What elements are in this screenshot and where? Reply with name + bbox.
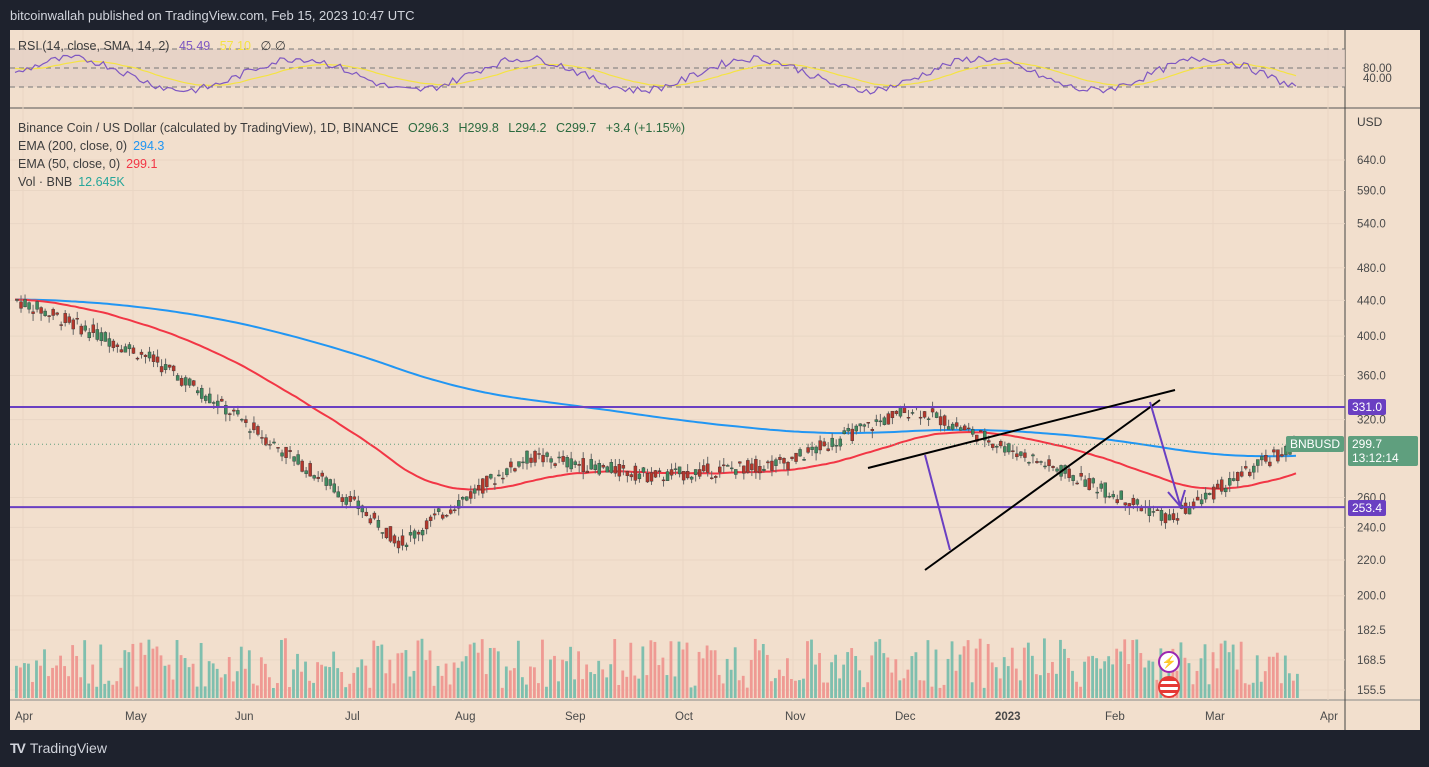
svg-text:400.0: 400.0 [1357, 331, 1386, 343]
ema200-line: EMA (200, close, 0) 294.3 [18, 137, 691, 155]
svg-text:Sep: Sep [565, 711, 585, 723]
ema50-value: 299.1 [126, 157, 158, 171]
last-price: 299.7 [1352, 437, 1383, 451]
svg-text:Apr: Apr [15, 711, 33, 723]
rsi-extra: ∅ ∅ [260, 39, 286, 53]
svg-text:182.5: 182.5 [1357, 625, 1386, 637]
tradingview-logo-icon: TV [10, 740, 26, 756]
svg-text:80.00: 80.00 [1363, 63, 1392, 75]
svg-text:480.0: 480.0 [1357, 263, 1386, 275]
ohlc-change: +3.4 (+1.15%) [605, 121, 686, 135]
svg-text:2023: 2023 [995, 711, 1021, 723]
ema50-label: EMA (50, close, 0) [18, 157, 121, 171]
svg-text:220.0: 220.0 [1357, 555, 1386, 567]
rsi-value: 45.49 [178, 39, 211, 53]
svg-text:Mar: Mar [1205, 711, 1225, 723]
level-high-tag: 331.0 [1348, 399, 1387, 415]
svg-text:Nov: Nov [785, 711, 806, 723]
ohlc-high: H299.8 [458, 121, 499, 135]
rsi-sma-value: 57.10 [219, 39, 251, 53]
footer: TV TradingView [10, 740, 107, 756]
vol-label: Vol · BNB [18, 175, 73, 189]
us-flag-event-icon[interactable] [1158, 676, 1180, 698]
svg-text:Jul: Jul [345, 711, 360, 723]
ema200-value: 294.3 [133, 139, 165, 153]
ohlc-open: O296.3 [407, 121, 449, 135]
vol-line: Vol · BNB 12.645K [18, 173, 691, 191]
svg-text:320.0: 320.0 [1357, 415, 1386, 427]
symbol-line: Binance Coin / US Dollar (calculated by … [18, 119, 691, 137]
last-price-tag: 299.7 13:12:14 [1348, 436, 1418, 466]
svg-text:360.0: 360.0 [1357, 371, 1386, 383]
svg-text:Oct: Oct [675, 711, 694, 723]
svg-text:Feb: Feb [1105, 711, 1125, 723]
countdown: 13:12:14 [1352, 451, 1399, 465]
svg-text:440.0: 440.0 [1357, 295, 1386, 307]
rsi-title: RSI (14, close, SMA, 14, 2) [18, 39, 170, 53]
ema200-label: EMA (200, close, 0) [18, 139, 128, 153]
symbol-title: Binance Coin / US Dollar (calculated by … [18, 121, 399, 135]
svg-text:168.5: 168.5 [1357, 655, 1386, 667]
svg-text:590.0: 590.0 [1357, 185, 1386, 197]
currency-label: USD [1357, 115, 1383, 129]
symbol-tag: BNBUSD [1286, 436, 1345, 452]
chart-frame[interactable]: 640.0 590.0 540.0 480.0 440.0 400.0 360.0 320.0… [10, 30, 1420, 730]
vol-value: 12.645K [78, 175, 125, 189]
level-low-tag: 253.4 [1348, 500, 1387, 516]
ohlc-close: C299.7 [556, 121, 597, 135]
svg-text:May: May [125, 711, 147, 723]
brand-name: TradingView [29, 740, 107, 756]
ohlc-low: L294.2 [508, 121, 547, 135]
publisher-header: bitcoinwallah published on TradingView.c… [10, 8, 415, 23]
rsi-legend: RSI (14, close, SMA, 14, 2) 45.49 57.10 … [18, 38, 292, 53]
chart-canvas[interactable]: 640.0 590.0 540.0 480.0 440.0 400.0 360.0 320.0… [10, 30, 1420, 730]
svg-text:Aug: Aug [455, 711, 475, 723]
main-legend: Binance Coin / US Dollar (calculated by … [18, 119, 691, 191]
svg-text:Apr: Apr [1320, 711, 1338, 723]
svg-text:155.5: 155.5 [1357, 685, 1386, 697]
svg-text:200.0: 200.0 [1357, 591, 1386, 603]
ema50-line: EMA (50, close, 0) 299.1 [18, 155, 691, 173]
svg-text:Jun: Jun [235, 711, 254, 723]
svg-text:640.0: 640.0 [1357, 155, 1386, 167]
svg-text:240.0: 240.0 [1357, 522, 1386, 534]
svg-text:Dec: Dec [895, 711, 916, 723]
svg-text:540.0: 540.0 [1357, 219, 1386, 231]
lightning-event-icon[interactable]: ⚡ [1158, 651, 1180, 673]
svg-text:40.00: 40.00 [1363, 73, 1392, 85]
